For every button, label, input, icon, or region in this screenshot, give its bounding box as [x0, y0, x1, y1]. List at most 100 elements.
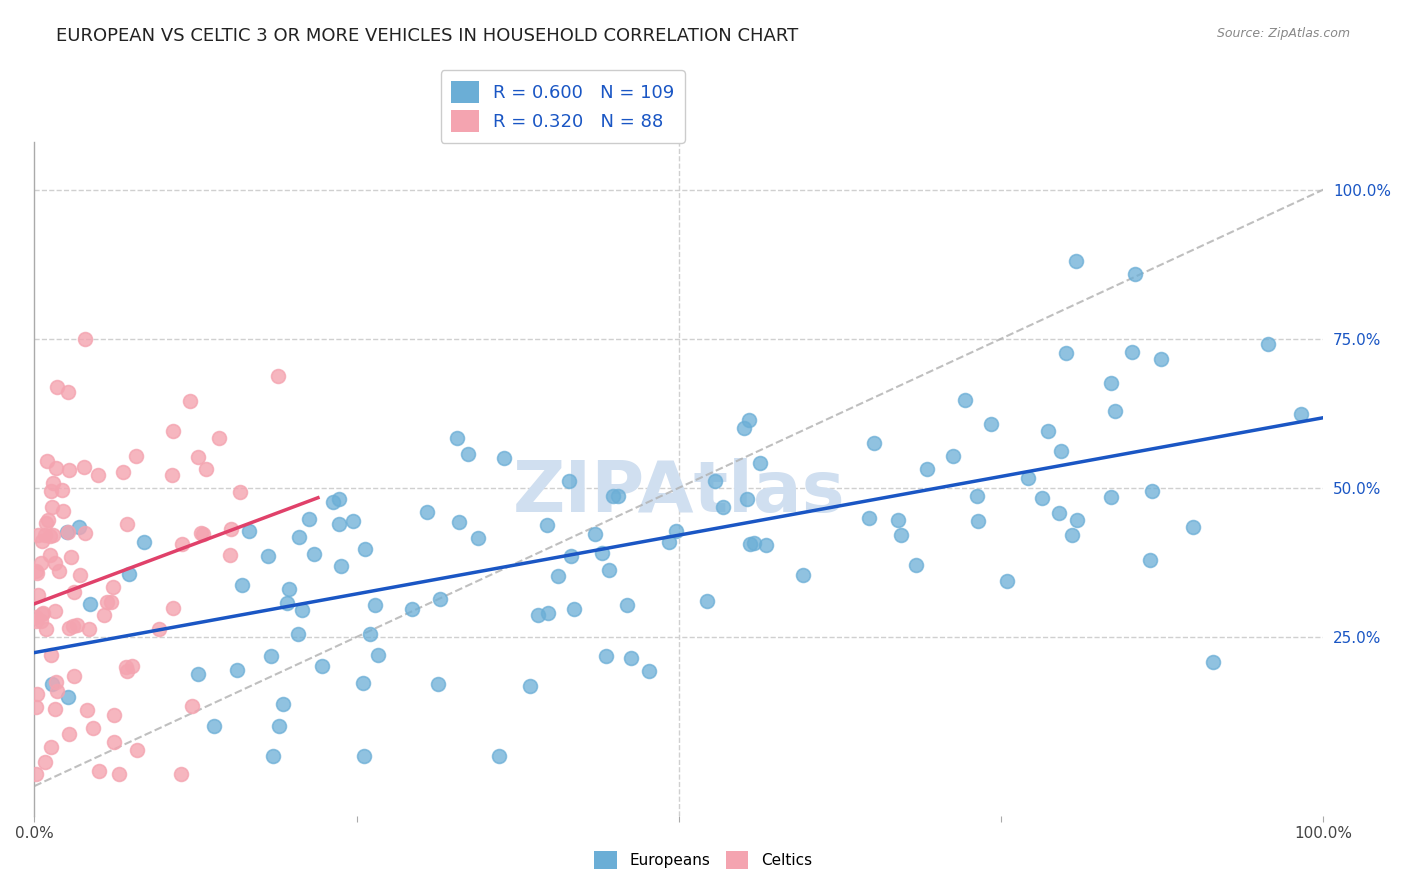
- Point: [1066, 513, 1088, 527]
- Point: [114, 660, 136, 674]
- Point: [67, 520, 90, 534]
- Point: [583, 526, 606, 541]
- Point: [353, 542, 375, 557]
- Point: [58, 621, 80, 635]
- Point: [366, 648, 388, 663]
- Point: [966, 514, 988, 528]
- Point: [63, 584, 86, 599]
- Point: [1150, 352, 1173, 367]
- Point: [607, 489, 630, 503]
- Point: [238, 524, 260, 539]
- Point: [271, 697, 294, 711]
- Point: [118, 566, 141, 581]
- Point: [132, 534, 155, 549]
- Point: [56, 384, 79, 399]
- Point: [1182, 520, 1205, 534]
- Point: [58, 463, 80, 477]
- Point: [311, 659, 333, 673]
- Point: [35, 453, 58, 467]
- Point: [62, 619, 84, 633]
- Point: [359, 627, 381, 641]
- Point: [48, 564, 70, 578]
- Point: [87, 467, 110, 482]
- Point: [31, 607, 53, 622]
- Point: [703, 474, 725, 488]
- Point: [1031, 491, 1053, 505]
- Point: [560, 549, 582, 563]
- Point: [287, 626, 309, 640]
- Point: [267, 368, 290, 383]
- Point: [56, 525, 79, 540]
- Point: [89, 764, 111, 779]
- Point: [75, 332, 97, 346]
- Point: [30, 614, 52, 628]
- Point: [96, 595, 118, 609]
- Point: [170, 537, 193, 551]
- Point: [735, 492, 758, 507]
- Point: [1047, 506, 1070, 520]
- Point: [195, 462, 218, 476]
- Point: [558, 474, 581, 488]
- Point: [755, 538, 778, 552]
- Point: [1050, 444, 1073, 458]
- Point: [260, 649, 283, 664]
- Point: [24, 767, 46, 781]
- Point: [31, 534, 53, 549]
- Point: [121, 659, 143, 673]
- Point: [52, 503, 75, 517]
- Point: [24, 700, 46, 714]
- Point: [24, 614, 46, 628]
- Point: [124, 450, 146, 464]
- Point: [1099, 490, 1122, 504]
- Point: [616, 598, 638, 612]
- Point: [42, 528, 65, 542]
- Point: [39, 529, 62, 543]
- Point: [595, 648, 617, 663]
- Point: [115, 516, 138, 531]
- Point: [41, 676, 63, 690]
- Point: [108, 767, 131, 781]
- Point: [290, 603, 312, 617]
- Point: [187, 450, 209, 464]
- Point: [733, 420, 755, 434]
- Point: [401, 602, 423, 616]
- Point: [1257, 337, 1279, 351]
- Point: [125, 743, 148, 757]
- Point: [45, 674, 67, 689]
- Point: [34, 516, 56, 530]
- Point: [1202, 655, 1225, 669]
- Point: [1121, 345, 1143, 359]
- Point: [41, 500, 63, 515]
- Point: [953, 392, 976, 407]
- Point: [744, 536, 766, 550]
- Point: [30, 556, 52, 570]
- Point: [997, 574, 1019, 588]
- Point: [449, 516, 471, 530]
- Point: [1123, 267, 1146, 281]
- Legend: Europeans, Celtics: Europeans, Celtics: [588, 845, 818, 875]
- Point: [488, 749, 510, 764]
- Point: [187, 667, 209, 681]
- Point: [41, 648, 63, 662]
- Point: [863, 435, 886, 450]
- Point: [591, 546, 613, 560]
- Point: [288, 530, 311, 544]
- Point: [457, 447, 479, 461]
- Point: [190, 525, 212, 540]
- Point: [59, 550, 82, 565]
- Point: [111, 466, 134, 480]
- Point: [103, 708, 125, 723]
- Point: [328, 492, 350, 507]
- Point: [519, 679, 541, 693]
- Point: [27, 588, 49, 602]
- Point: [179, 394, 201, 409]
- Point: [1289, 408, 1312, 422]
- Point: [100, 595, 122, 609]
- Point: [202, 719, 225, 733]
- Point: [56, 690, 79, 705]
- Point: [598, 563, 620, 577]
- Point: [887, 513, 910, 527]
- Point: [148, 622, 170, 636]
- Point: [637, 664, 659, 678]
- Point: [65, 618, 87, 632]
